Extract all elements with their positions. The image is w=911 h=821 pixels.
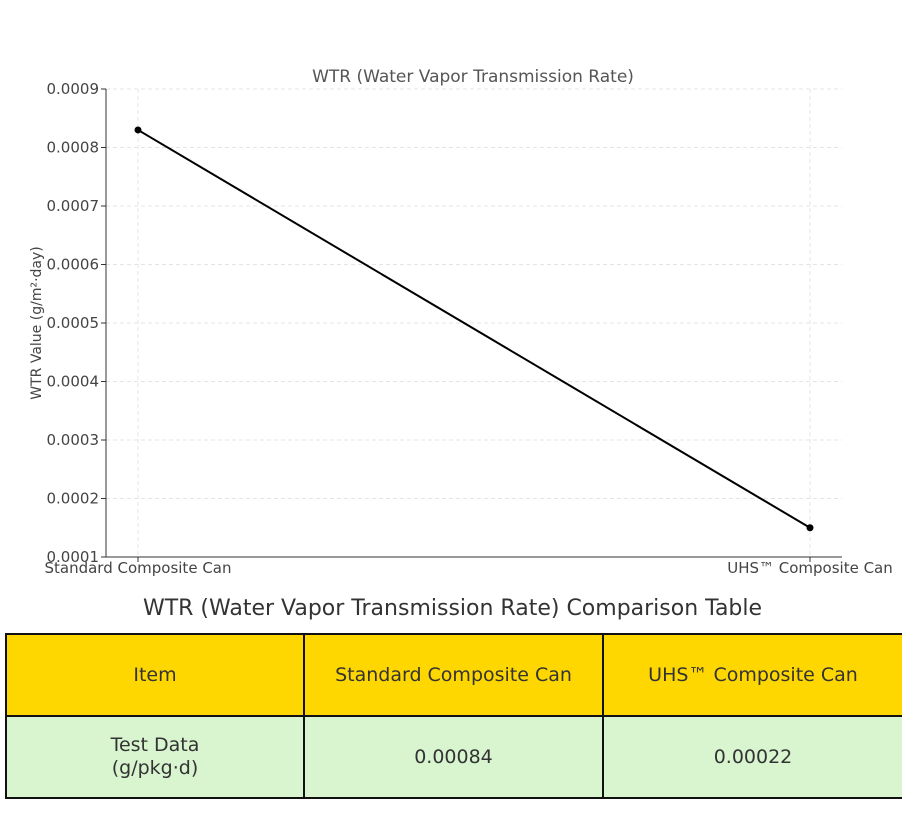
x-tick-label: Standard Composite Can — [44, 559, 231, 577]
y-axis-label: WTR Value (g/m²·day) — [29, 246, 45, 399]
series-layer — [134, 126, 814, 532]
table-header-row: Item Standard Composite Can UHS™ Composi… — [5, 633, 902, 717]
y-tick-label: 0.0008 — [47, 139, 100, 157]
y-tick-label: 0.0006 — [47, 256, 100, 274]
tick-layer: 0.0001 0.0002 0.0003 0.0004 0.0005 0.0006 0.00… — [44, 80, 892, 577]
data-point — [806, 524, 814, 532]
y-tick-label: 0.0003 — [47, 431, 100, 449]
table-title: WTR (Water Vapor Transmission Rate) Comp… — [142, 596, 763, 621]
chart-title: WTR (Water Vapor Transmission Rate) — [312, 67, 634, 87]
comparison-table: Item Standard Composite Can UHS™ Composi… — [5, 633, 902, 799]
y-tick-label: 0.0007 — [47, 197, 100, 215]
data-point — [134, 126, 142, 134]
grid-layer — [106, 88, 842, 558]
y-tick-label: 0.0002 — [47, 490, 100, 508]
y-tick-label: 0.0004 — [47, 373, 100, 391]
table-row: Test Data (g/pkg·d) 0.00084 0.00022 — [5, 715, 902, 799]
x-tick-label: UHS™ Composite Can — [727, 559, 893, 577]
header-cell-item: Item — [5, 633, 305, 717]
cell-uhs-value: 0.00022 — [602, 715, 902, 799]
header-cell-uhs-can: UHS™ Composite Can — [602, 633, 902, 717]
y-tick-label: 0.0009 — [47, 80, 100, 98]
wtr-line-chart: WTR (Water Vapor Transmission Rate) WTR … — [29, 67, 893, 577]
y-tick-label: 0.0005 — [47, 314, 100, 332]
cell-standard-value: 0.00084 — [303, 715, 604, 799]
header-cell-standard-can: Standard Composite Can — [303, 633, 604, 717]
row-label-test-data: Test Data (g/pkg·d) — [5, 715, 305, 799]
series-line — [137, 129, 811, 529]
y-tick-label: 0.0001 — [47, 548, 100, 566]
